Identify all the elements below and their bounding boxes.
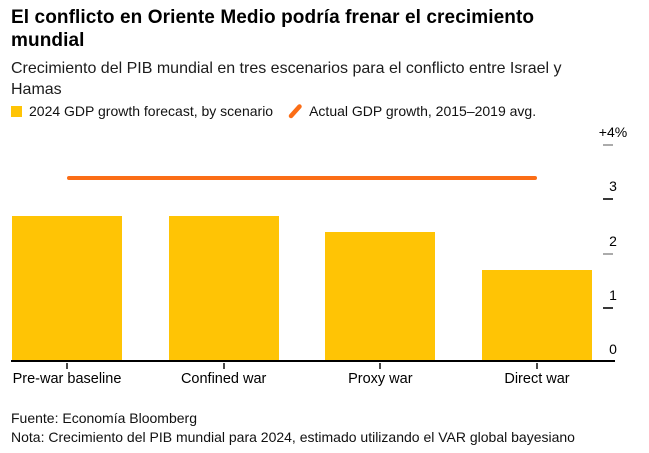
bar-direct-war (482, 269, 592, 362)
x-tick-direct-war (536, 363, 538, 369)
chart-legend: 2024 GDP growth forecast, by scenario Ac… (11, 103, 536, 119)
x-axis-line (11, 360, 615, 362)
line-series-label: Actual GDP growth, 2015–2019 avg. (309, 103, 537, 119)
slash-stroke (288, 104, 302, 119)
bar-proxy-war (325, 231, 436, 362)
chart-subtitle: Crecimiento del PIB mundial en tres esce… (11, 60, 562, 98)
category-label-proxy-war: Proxy war (348, 371, 413, 387)
page-title: El conflicto en Oriente Medio podría fre… (11, 7, 535, 51)
category-label-pre-war-baseline: Pre-war baseline (12, 371, 122, 387)
y-tick-dash-1 (603, 306, 613, 309)
line-series-slash-icon (288, 104, 302, 119)
note-line: Nota: Crecimiento del PIB mundial para 2… (11, 429, 575, 445)
x-tick-pre-war-baseline (66, 363, 68, 369)
category-label-confined-war: Confined war (180, 371, 267, 387)
bar-confined-war (168, 215, 279, 362)
y-tick-dash-3 (603, 198, 613, 201)
bar-series-label: 2024 GDP growth forecast, by scenario (29, 103, 274, 119)
bar-series-swatch-icon (11, 105, 22, 117)
category-label-direct-war: Direct war (504, 371, 570, 387)
y-axis-label-3: 3 (609, 178, 617, 195)
y-axis-label-2: 2 (609, 232, 617, 249)
x-tick-proxy-war (379, 363, 382, 369)
source-line: Fuente: Economía Bloomberg (11, 410, 197, 426)
actual-gdp-avg-line (67, 175, 537, 180)
chart-footer: Fuente: Economía Bloomberg Nota: Crecimi… (11, 409, 575, 447)
y-axis-label-1: 1 (609, 286, 617, 303)
bar-pre-war-baseline (12, 215, 122, 362)
y-axis-label-0: 0 (609, 341, 617, 357)
y-tick-dash-2 (603, 252, 613, 255)
y-axis-label-4: +4% (598, 124, 628, 140)
x-tick-confined-war (222, 363, 225, 369)
y-tick-dash-4 (603, 144, 613, 146)
